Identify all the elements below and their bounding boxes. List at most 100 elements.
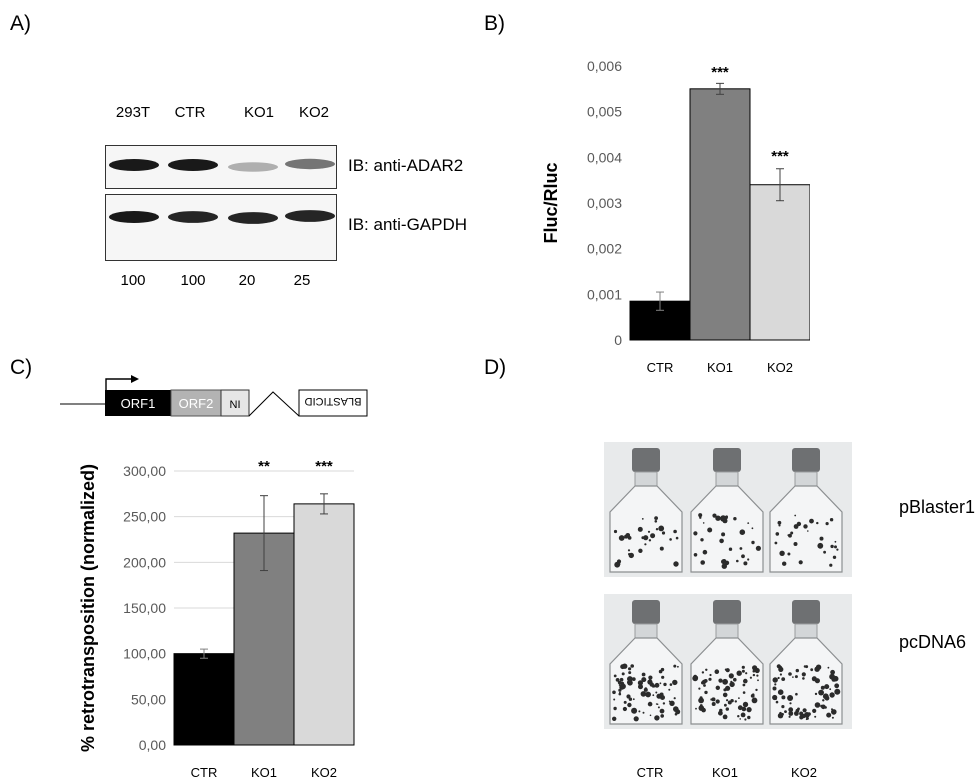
cell-colony	[737, 705, 743, 711]
flask-neck	[794, 471, 818, 487]
cell-colony	[741, 669, 745, 673]
cell-colony	[643, 535, 649, 541]
cell-colony	[698, 705, 705, 711]
cell-colony	[747, 522, 750, 524]
cell-colony	[725, 680, 728, 682]
cell-colony	[618, 535, 625, 541]
cell-colony	[737, 715, 740, 718]
cell-colony	[714, 669, 720, 674]
cell-colony	[807, 530, 809, 532]
cell-colony	[612, 716, 617, 721]
cell-colony	[673, 561, 679, 567]
cell-colony	[736, 670, 742, 676]
flask-photos	[604, 442, 852, 729]
cell-colony	[757, 679, 759, 682]
quant-value-ctr: 100	[180, 272, 206, 289]
y-tick-label: 0,004	[587, 149, 622, 165]
cell-colony	[644, 543, 647, 546]
cell-colony	[795, 692, 798, 696]
quant-value-ko1: 20	[238, 272, 256, 289]
cell-colony	[752, 673, 756, 677]
cell-colony	[736, 559, 739, 563]
cell-colony	[628, 671, 632, 675]
cell-colony	[788, 672, 792, 676]
cell-colony	[659, 708, 665, 714]
cell-colony	[699, 516, 702, 519]
cell-colony	[709, 673, 712, 677]
cell-colony	[710, 698, 713, 701]
cell-colony	[637, 680, 643, 686]
x-tick-label: KO1	[251, 765, 277, 780]
blot-band	[109, 211, 159, 223]
cell-colony	[618, 684, 621, 686]
cell-colony	[777, 676, 780, 680]
cell-colony	[752, 665, 758, 671]
flask-neck	[634, 623, 658, 639]
cell-colony	[674, 712, 678, 716]
cell-colony	[772, 686, 777, 691]
cell-colony	[652, 694, 655, 697]
cell-colony	[729, 681, 735, 688]
cell-colony	[647, 701, 653, 707]
cell-colony	[824, 684, 830, 690]
y-tick-label: 0,005	[587, 104, 622, 120]
cell-colony	[819, 536, 824, 541]
cell-colony	[814, 692, 818, 696]
cell-colony	[742, 691, 746, 694]
cell-colony	[715, 515, 721, 521]
cell-colony	[718, 678, 723, 683]
x-tick-label: KO2	[311, 765, 337, 780]
cell-colony	[782, 561, 787, 566]
cell-colony	[673, 529, 677, 534]
cell-colony	[779, 550, 785, 556]
cell-colony	[656, 693, 662, 699]
cell-colony	[628, 697, 633, 701]
cell-colony	[628, 667, 632, 671]
y-tick-label: 250,00	[123, 509, 166, 525]
cell-colony	[812, 708, 817, 713]
cell-colony	[745, 672, 748, 675]
cell-colony	[822, 706, 825, 710]
cell-colony	[830, 669, 835, 675]
blasticid-box	[298, 389, 368, 417]
y-tick-label: 150,00	[123, 600, 166, 616]
blot-band	[228, 212, 278, 224]
panel-b-label: B)	[484, 12, 505, 35]
flask-neck	[715, 471, 739, 487]
cell-colony	[777, 689, 784, 695]
cell-colony	[661, 675, 665, 679]
cell-colony	[700, 538, 704, 542]
cell-colony	[834, 683, 840, 689]
cell-colony	[668, 688, 671, 691]
cell-colony	[659, 546, 664, 551]
cell-colony	[741, 554, 745, 559]
flask-cap	[632, 448, 660, 472]
cell-colony	[778, 666, 784, 672]
cell-colony	[715, 699, 720, 704]
cell-colony	[695, 676, 699, 679]
chart-retrotransposition: 0,00 50,00 100,00 150,00 200,00 250,00 300,00 C…	[78, 458, 355, 780]
ni-label: NI	[230, 399, 241, 411]
cell-colony	[733, 517, 737, 521]
cell-colony	[677, 665, 679, 668]
cell-colony	[711, 697, 716, 702]
flask-category-ko1: KO1	[711, 765, 738, 780]
cell-colony	[752, 669, 756, 673]
blot-band	[109, 159, 159, 171]
cell-colony	[739, 718, 741, 720]
flask-category-ctr: CTR	[636, 765, 664, 780]
cell-colony	[675, 536, 679, 540]
blot-band	[168, 159, 218, 171]
cell-colony	[620, 664, 625, 670]
cell-colony	[741, 665, 745, 669]
cell-colony	[612, 690, 616, 695]
cell-colony	[815, 664, 822, 670]
ni-box	[220, 389, 250, 417]
cell-colony	[660, 714, 664, 718]
western-blot	[105, 145, 337, 261]
cell-colony	[832, 555, 837, 559]
cell-colony	[618, 692, 622, 696]
y-tick-label: 0,001	[587, 286, 622, 302]
cell-colony	[703, 684, 706, 687]
cell-colony	[792, 676, 794, 678]
